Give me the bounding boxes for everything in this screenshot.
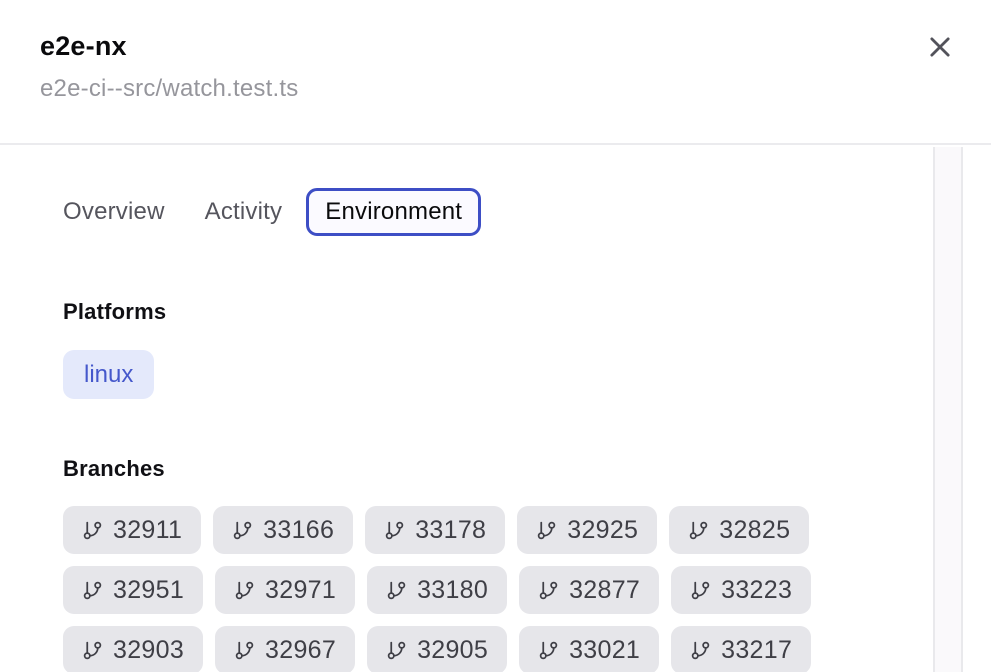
close-button[interactable] xyxy=(917,24,963,70)
git-branch-icon xyxy=(536,520,557,541)
branch-badge-label: 33223 xyxy=(721,575,793,604)
drawer-content: Overview Activity Environment Platforms … xyxy=(0,147,933,672)
branch-badge-label: 32911 xyxy=(113,515,183,544)
branch-badge-label: 33166 xyxy=(263,515,335,544)
platform-list: linux xyxy=(63,350,933,399)
branch-badge[interactable]: 32967 xyxy=(215,626,356,672)
tab-activity[interactable]: Activity xyxy=(204,198,283,225)
branch-badge-label: 33217 xyxy=(721,635,793,664)
branch-badge-label: 33180 xyxy=(417,575,489,604)
branch-badge[interactable]: 33178 xyxy=(365,506,506,554)
branch-badge[interactable]: 33021 xyxy=(519,626,660,672)
git-branch-icon xyxy=(234,580,255,601)
branch-badge-label: 33178 xyxy=(415,515,487,544)
close-icon xyxy=(926,33,954,61)
git-branch-icon xyxy=(538,580,559,601)
git-branch-icon xyxy=(82,520,103,541)
git-branch-icon xyxy=(82,640,103,661)
branch-badge-label: 32825 xyxy=(719,515,791,544)
branch-badge[interactable]: 32971 xyxy=(215,566,356,614)
tab-overview[interactable]: Overview xyxy=(63,198,165,225)
branch-badge[interactable]: 33217 xyxy=(671,626,812,672)
git-branch-icon xyxy=(688,520,709,541)
branch-badge[interactable]: 32903 xyxy=(63,626,204,672)
git-branch-icon xyxy=(82,580,103,601)
page-subtitle: e2e-ci--src/watch.test.ts xyxy=(40,75,299,102)
branch-badge[interactable]: 33166 xyxy=(213,506,354,554)
branch-badge[interactable]: 32825 xyxy=(669,506,810,554)
branch-badge[interactable]: 32905 xyxy=(367,626,508,672)
vertical-scrollbar[interactable] xyxy=(933,147,963,672)
git-branch-icon xyxy=(690,640,711,661)
branch-badge[interactable]: 33180 xyxy=(367,566,508,614)
branch-badge[interactable]: 33223 xyxy=(671,566,812,614)
platforms-heading: Platforms xyxy=(63,299,167,324)
branch-badge-label: 32971 xyxy=(265,575,337,604)
git-branch-icon xyxy=(690,580,711,601)
page-title: e2e-nx xyxy=(40,31,127,61)
tab-environment[interactable]: Environment xyxy=(306,188,482,236)
branch-badge[interactable]: 32911 xyxy=(63,506,202,554)
branch-badge[interactable]: 32951 xyxy=(63,566,204,614)
branch-badge-label: 32967 xyxy=(265,635,337,664)
git-branch-icon xyxy=(538,640,559,661)
git-branch-icon xyxy=(386,580,407,601)
git-branch-icon xyxy=(386,640,407,661)
branch-badge-label: 32877 xyxy=(569,575,641,604)
git-branch-icon xyxy=(232,520,253,541)
branch-badge-label: 32951 xyxy=(113,575,185,604)
git-branch-icon xyxy=(384,520,405,541)
branch-list: 32911 33166 xyxy=(63,506,813,672)
branch-badge-label: 32905 xyxy=(417,635,489,664)
branches-heading: Branches xyxy=(63,456,165,481)
branch-badge-label: 32903 xyxy=(113,635,185,664)
branch-badge[interactable]: 32925 xyxy=(517,506,658,554)
branch-badge[interactable]: 32877 xyxy=(519,566,660,614)
tab-bar: Overview Activity Environment xyxy=(63,188,933,236)
branch-badge-label: 32925 xyxy=(567,515,639,544)
platform-badge-label: linux xyxy=(84,360,134,388)
git-branch-icon xyxy=(234,640,255,661)
drawer-header: e2e-nx e2e-ci--src/watch.test.ts xyxy=(0,0,991,145)
platform-badge: linux xyxy=(63,350,155,399)
branch-badge-label: 33021 xyxy=(569,635,641,664)
